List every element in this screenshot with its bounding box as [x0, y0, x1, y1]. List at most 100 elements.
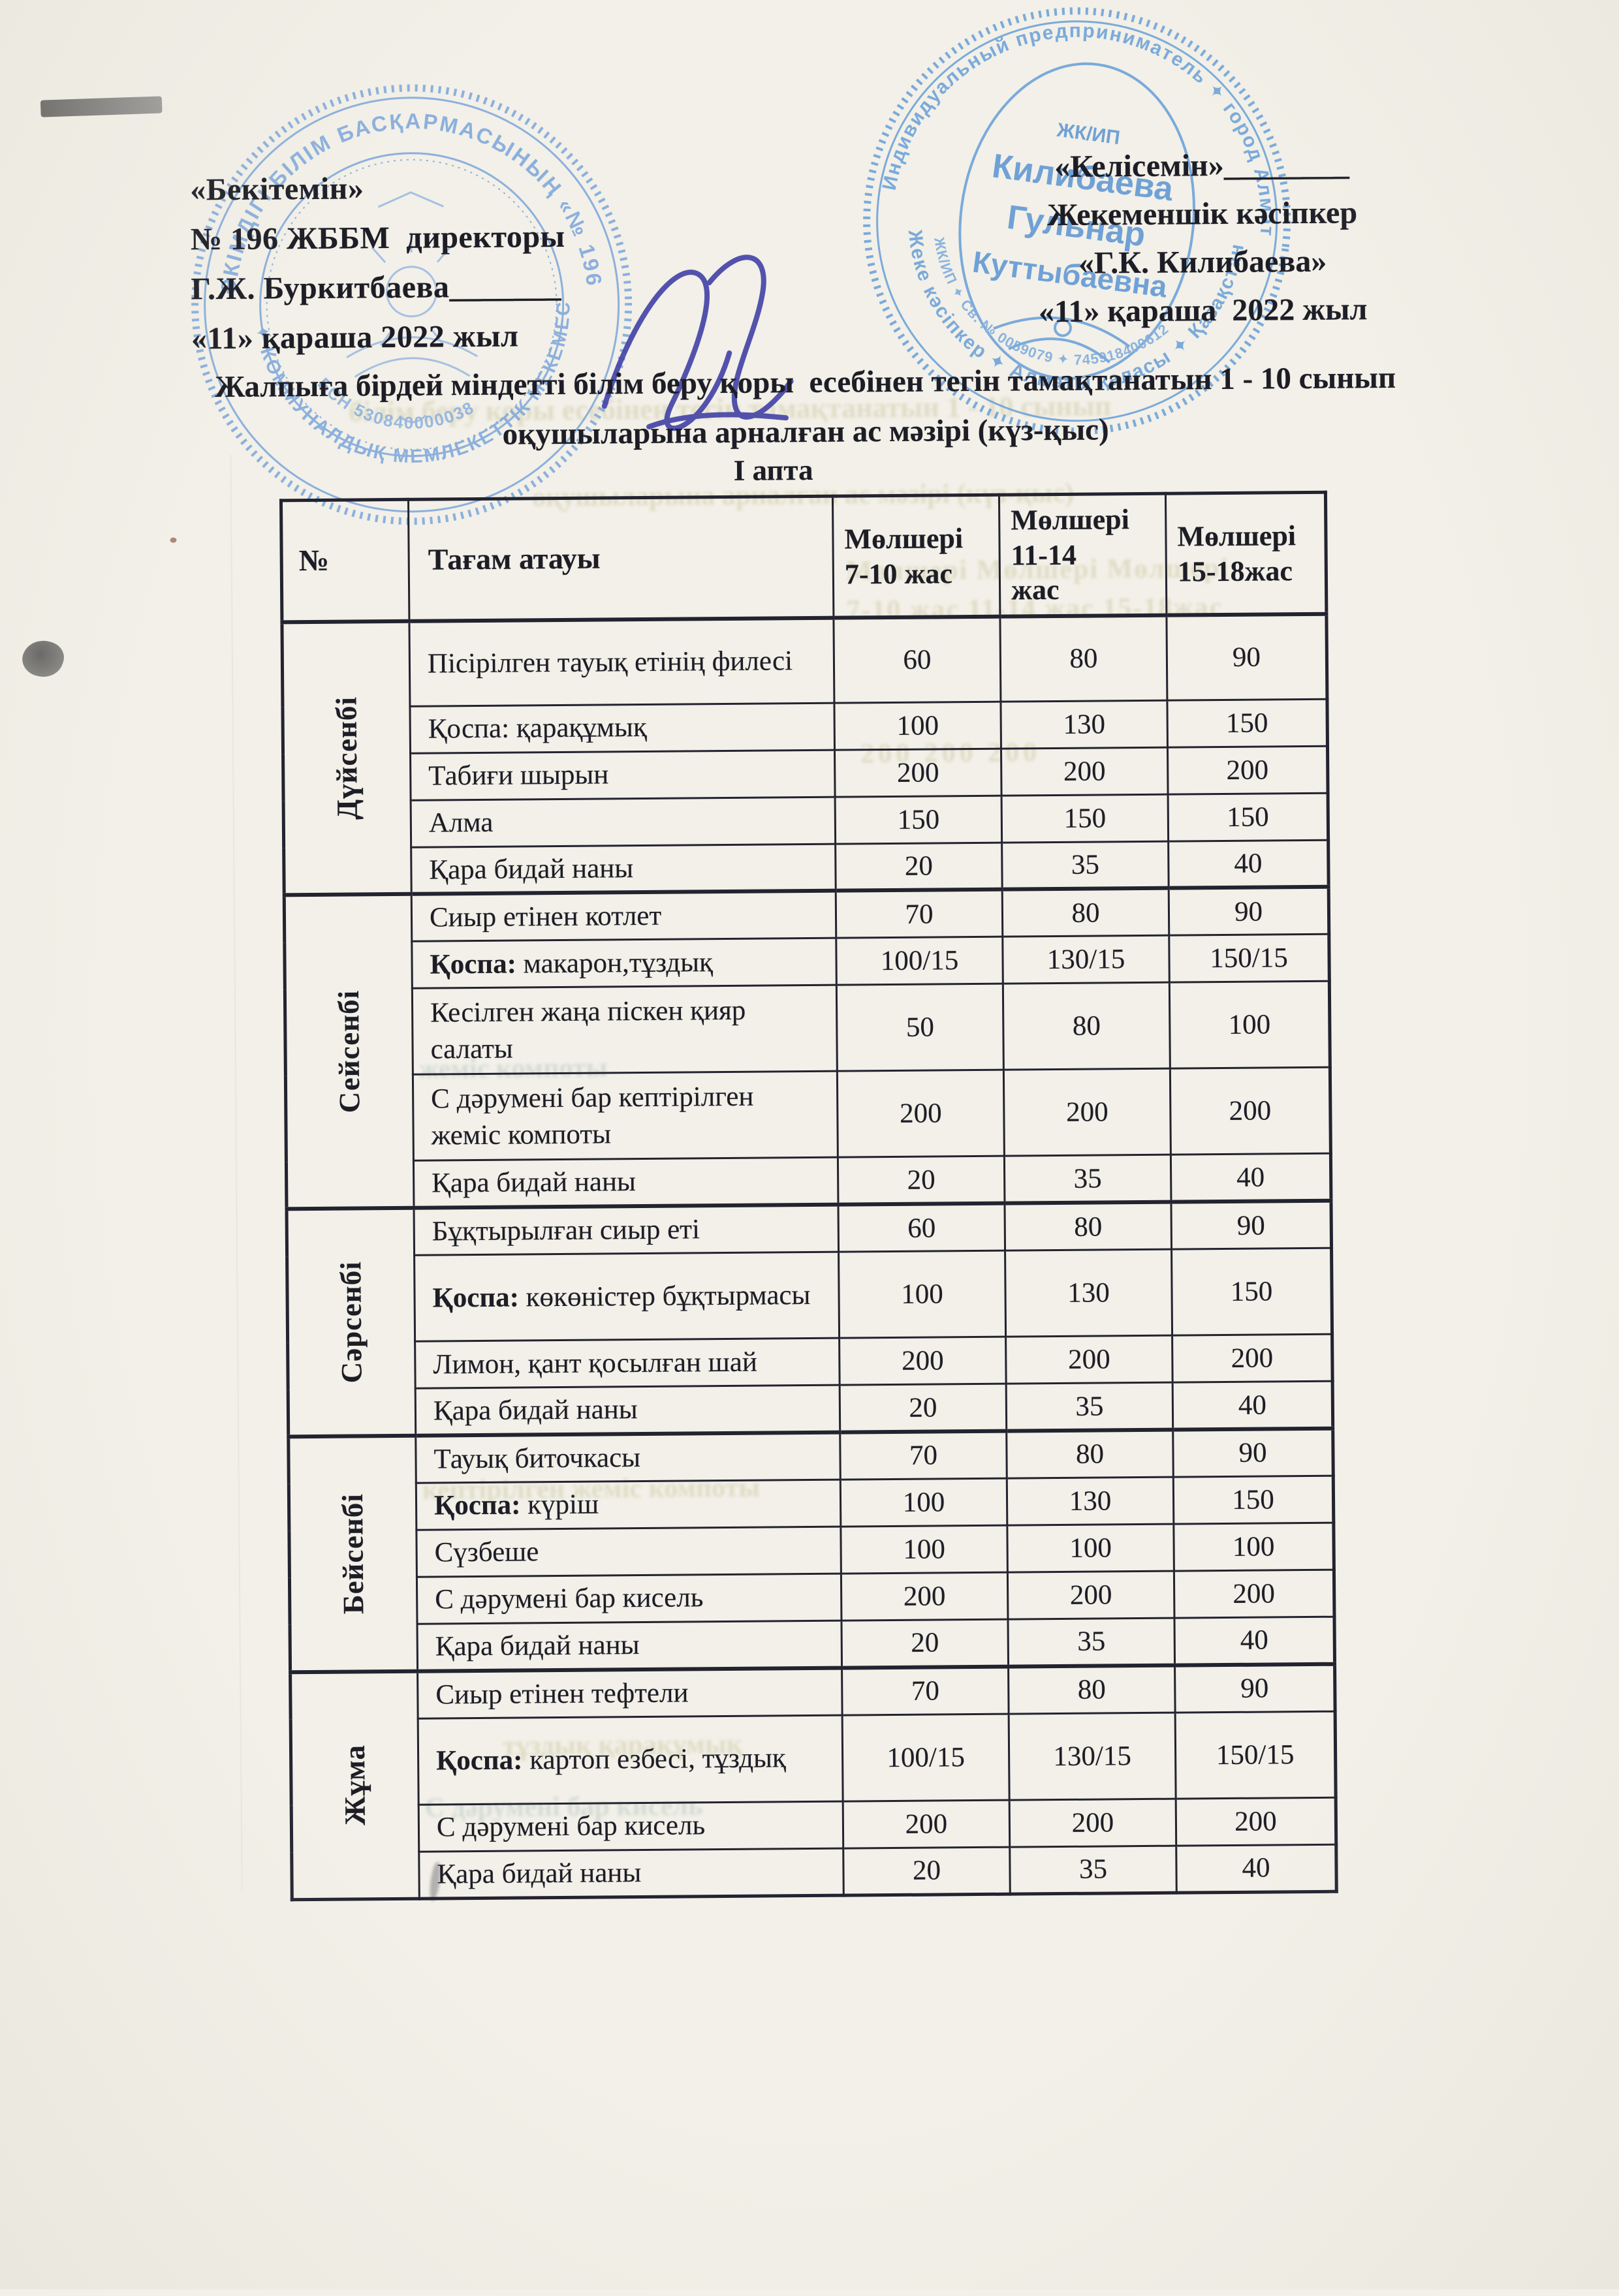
dish-text: С дәрумені бар кисель: [437, 1810, 706, 1842]
value-cell: 40: [1176, 1844, 1337, 1893]
agreement-line: «Г.К. Килибаева»: [954, 236, 1451, 288]
value-cell: 150: [1001, 794, 1169, 843]
table-row: С дәрумені бар кептірілген жеміс компоты…: [285, 1068, 1330, 1162]
table-row: Қоспа: күріш 100 130 150: [289, 1476, 1334, 1531]
value-cell: 35: [1006, 1382, 1173, 1431]
dish-text: Қоспа: қарақұмық: [428, 712, 647, 745]
dish-cell: Қара бидай наны: [411, 844, 836, 894]
value-cell: 200: [837, 1070, 1004, 1157]
dish-cell: Бұқтырылған сиыр еті: [414, 1205, 839, 1255]
table-row: Қара бидай наны 20 35 40: [290, 1617, 1335, 1672]
agreement-line: Жекеменшік кәсіпкер: [954, 188, 1451, 240]
table-row: Сейсенбі Сиыр етінен котлет 70 80 90: [284, 887, 1329, 942]
value-cell: 80: [1002, 888, 1169, 937]
dish-cell: Қоспа: көкөністер бұқтырмасы: [415, 1252, 840, 1341]
value-cell: 200: [841, 1572, 1008, 1621]
value-cell: 100: [834, 702, 1001, 750]
value-cell: 100: [840, 1478, 1007, 1527]
value-cell: 20: [840, 1384, 1007, 1432]
dish-cell: С дәрумені бар кисель: [417, 1574, 841, 1624]
value-cell: 200: [1174, 1570, 1334, 1618]
value-cell: 80: [1003, 982, 1170, 1070]
dish-text: Кесілген жаңа піскен қияр салаты: [430, 995, 746, 1065]
dish-text: С дәрумені бар кептірілген жеміс компоты: [431, 1081, 754, 1151]
dish-cell: С дәрумені бар кептірілген жеміс компоты: [413, 1071, 838, 1160]
table-row: Қоспа: көкөністер бұқтырмасы 100 130 150: [287, 1248, 1332, 1342]
dish-cell: С дәрумені бар кисель: [418, 1801, 843, 1852]
table-row: Сәрсенбі Бұқтырылған сиыр еті 60 80 90: [287, 1201, 1332, 1256]
dish-text: Табиғи шырын: [428, 759, 608, 791]
value-cell: 200: [843, 1800, 1010, 1848]
table-row: Табиғи шырын 200 200 200: [283, 746, 1328, 801]
dish-text: С дәрумені бар кисель: [435, 1583, 704, 1615]
dish-text: Қара бидай наны: [437, 1857, 641, 1889]
table-header-row: № Тағам атауы Мөлшері 7-10 жас Мөлшері 1…: [281, 492, 1326, 622]
day-cell-wednesday: Сәрсенбі: [287, 1208, 416, 1436]
scan-corner-mark: [40, 96, 163, 117]
table-row: Қоспа: қарақұмық 100 130 150: [283, 699, 1328, 754]
dish-text: Сүзбеше: [434, 1537, 539, 1568]
dish-text: Сиыр етінен котлет: [430, 901, 662, 933]
table-row: Лимон, қант қосылған шай 200 200 200: [288, 1334, 1333, 1389]
dish-text: Сиыр етінен тефтели: [435, 1677, 688, 1710]
value-cell: 150/15: [1169, 935, 1330, 983]
value-cell: 35: [1004, 1155, 1171, 1203]
value-cell: 90: [1175, 1664, 1336, 1712]
col-header-dish: Тағам атауы: [408, 496, 833, 621]
value-cell: 35: [1002, 841, 1169, 890]
table-row: Қара бидай наны 20 35 40: [292, 1844, 1337, 1900]
value-cell: 40: [1172, 1381, 1333, 1429]
dish-cell: Сиыр етінен тефтели: [418, 1668, 843, 1718]
dish-cell: Қара бидай наны: [415, 1385, 840, 1435]
agreement-block: «Келісемін»________ Жекеменшік кәсіпкер …: [954, 140, 1451, 337]
table-row: С дәрумені бар кисель 200 200 200: [289, 1570, 1334, 1625]
value-cell: 200: [1007, 1571, 1174, 1619]
dish-cell: Табиғи шырын: [411, 750, 836, 800]
value-cell: 200: [840, 1337, 1007, 1385]
value-cell: 100: [1174, 1523, 1334, 1571]
red-speck-mark: [170, 538, 176, 543]
value-cell: 80: [1009, 1665, 1176, 1713]
table-row: Дүйсенбі Пісірілген тауық етінің филесі …: [282, 614, 1327, 707]
dish-text: Қара бидай наны: [429, 853, 633, 885]
col-header-portion-15-18: Мөлшері 15-18жас: [1165, 492, 1326, 615]
value-cell: 100: [841, 1525, 1008, 1574]
value-cell: 80: [1000, 615, 1167, 702]
dish-text: көкөністер бұқтырмасы: [519, 1280, 811, 1313]
value-cell: 130/15: [1003, 935, 1170, 984]
dish-text: макарон,тұздық: [516, 947, 713, 979]
table-row: Қара бидай наны 20 35 40: [288, 1381, 1333, 1436]
day-cell-tuesday: Сейсенбі: [284, 894, 414, 1209]
value-cell: 200: [1003, 1068, 1171, 1156]
agreement-line: «11» қараша 2022 жыл: [954, 285, 1451, 337]
dish-text: Қара бидай наны: [432, 1166, 636, 1198]
table-row: Жұма Сиыр етінен тефтели 70 80 90: [291, 1664, 1336, 1719]
value-cell: 50: [836, 984, 1003, 1071]
dish-cell: Қоспа: картоп езбесі, тұздық: [418, 1715, 843, 1805]
value-cell: 80: [1005, 1202, 1172, 1250]
table-row: Қоспа: картоп езбесі, тұздық 100/15 130/…: [291, 1711, 1336, 1806]
dish-cell: Сүзбеше: [417, 1527, 841, 1577]
dish-cell: Сиыр етінен котлет: [411, 891, 836, 941]
dish-text: Пісірілген тауық етінің филесі: [428, 645, 793, 679]
value-cell: 200: [1167, 746, 1328, 794]
value-cell: 150/15: [1175, 1711, 1336, 1799]
dish-cell: Пісірілген тауық етінің филесі: [409, 618, 834, 706]
value-cell: 130/15: [1009, 1713, 1176, 1800]
value-cell: 90: [1173, 1429, 1334, 1477]
value-cell: 90: [1169, 887, 1329, 935]
approval-line: «11» қараша 2022 жыл: [191, 311, 566, 364]
value-cell: 200: [1009, 1799, 1176, 1847]
approval-line: № 196 ЖББМ директоры: [191, 212, 565, 265]
table-row: С дәрумені бар кисель 200 200 200: [291, 1797, 1336, 1853]
value-cell: 200: [835, 749, 1002, 797]
table-row: Сүзбеше 100 100 100: [289, 1523, 1334, 1578]
approval-line: «Бекітемін»: [190, 163, 565, 215]
dish-cell: Қара бидай наны: [419, 1848, 844, 1899]
value-cell: 60: [838, 1203, 1005, 1252]
value-cell: 200: [1170, 1068, 1330, 1155]
day-cell-monday: Дүйсенбі: [282, 621, 411, 895]
dish-cell: Қоспа: күріш: [416, 1480, 841, 1530]
value-cell: 35: [1008, 1618, 1175, 1666]
table-row: Алма 150 150 150: [283, 793, 1328, 848]
